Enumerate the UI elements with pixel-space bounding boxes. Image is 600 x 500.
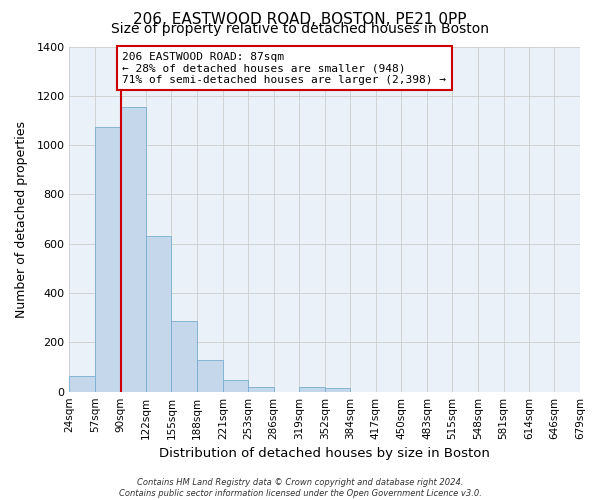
Text: Size of property relative to detached houses in Boston: Size of property relative to detached ho…: [111, 22, 489, 36]
Bar: [121, 107, 146, 392]
Bar: [95, 126, 121, 392]
Text: Contains HM Land Registry data © Crown copyright and database right 2024.
Contai: Contains HM Land Registry data © Crown c…: [119, 478, 481, 498]
Y-axis label: Number of detached properties: Number of detached properties: [15, 120, 28, 318]
Text: 206 EASTWOOD ROAD: 87sqm
← 28% of detached houses are smaller (948)
71% of semi-: 206 EASTWOOD ROAD: 87sqm ← 28% of detach…: [122, 52, 446, 85]
Bar: [325, 388, 350, 392]
X-axis label: Distribution of detached houses by size in Boston: Distribution of detached houses by size …: [159, 447, 490, 460]
Bar: [146, 236, 172, 392]
Bar: [197, 360, 223, 392]
Bar: [223, 380, 248, 392]
Bar: [172, 322, 197, 392]
Bar: [248, 387, 274, 392]
Text: 206, EASTWOOD ROAD, BOSTON, PE21 0PP: 206, EASTWOOD ROAD, BOSTON, PE21 0PP: [133, 12, 467, 28]
Bar: [299, 387, 325, 392]
Bar: [70, 376, 95, 392]
